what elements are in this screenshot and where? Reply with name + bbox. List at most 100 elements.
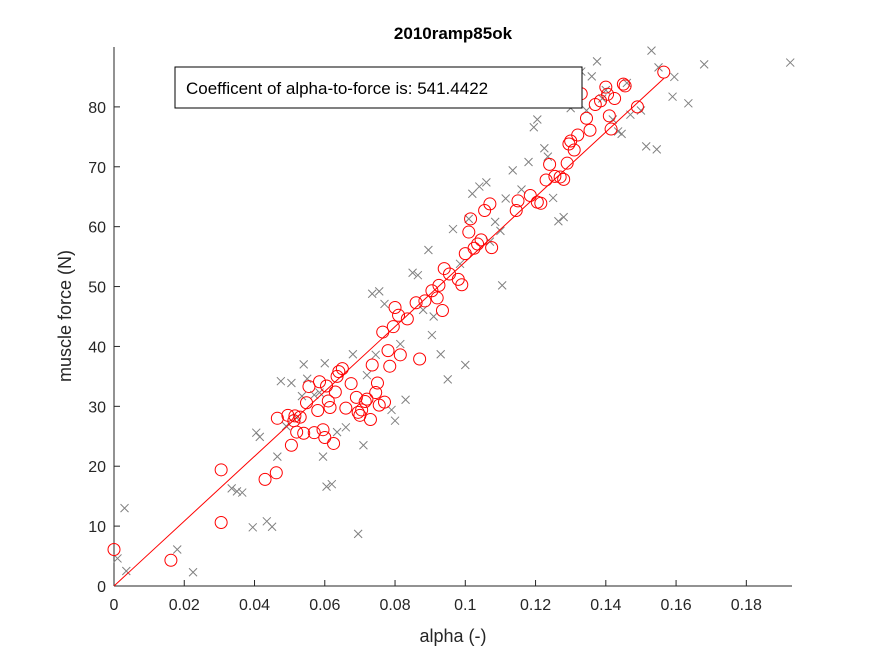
cross-point (668, 92, 677, 102)
circle-point (335, 362, 349, 376)
cross-point (371, 350, 381, 360)
circle-point (349, 390, 363, 404)
cross-point (297, 391, 307, 401)
cross-point (647, 46, 656, 55)
circle-point (548, 169, 562, 183)
circle-point (381, 344, 395, 358)
cross-point (413, 270, 423, 280)
circle-point (571, 128, 585, 142)
cross-point (464, 214, 474, 224)
y-tick-label: 60 (88, 220, 106, 237)
cross-point (443, 375, 453, 384)
cross-point (248, 522, 258, 532)
cross-point (380, 299, 389, 309)
annotation-text: Coefficent of alpha-to-force is: 541.442… (186, 79, 488, 98)
circle-point (300, 396, 314, 410)
circle-point (543, 157, 557, 171)
cross-point (318, 452, 328, 461)
cross-point (529, 122, 539, 132)
circle-point (297, 426, 311, 440)
cross-point (467, 189, 477, 199)
circle-point (583, 123, 597, 137)
y-tick-label: 30 (88, 399, 106, 416)
circle-point (360, 392, 374, 406)
y-tick-label: 0 (97, 579, 106, 596)
circle-point (418, 294, 432, 308)
cross-point (387, 405, 396, 415)
circle-point (376, 325, 390, 339)
cross-point (401, 395, 410, 405)
cross-point (490, 217, 500, 227)
circle-point (388, 301, 402, 315)
y-tick-label: 20 (88, 459, 106, 476)
circle-point (594, 94, 608, 108)
circle-point (539, 173, 553, 187)
circle-point (478, 203, 492, 217)
cross-point (501, 194, 511, 203)
cross-point (367, 289, 377, 299)
cross-point (517, 185, 526, 194)
circle-point (557, 172, 571, 186)
cross-point (559, 212, 569, 222)
cross-point (120, 503, 129, 513)
circle-point (370, 376, 384, 390)
circle-point (413, 352, 427, 366)
cross-point (322, 482, 331, 491)
circle-point (474, 233, 488, 247)
cross-point (654, 63, 663, 72)
circle-point (313, 375, 327, 389)
circle-point (369, 386, 383, 400)
cross-point (460, 360, 470, 370)
cross-point (482, 177, 491, 187)
cross-point (543, 152, 553, 161)
cross-point (548, 193, 558, 203)
circle-point (107, 542, 121, 556)
circle-point (290, 425, 304, 439)
x-tick-label: 0.06 (309, 597, 340, 614)
cross-point (341, 422, 351, 432)
circle-point (467, 241, 481, 255)
y-axis-label: muscle force (N) (55, 250, 75, 382)
x-axis-label: alpha (-) (419, 626, 486, 646)
circle-point (523, 189, 537, 203)
y-tick-label: 50 (88, 280, 106, 297)
cross-point (320, 358, 330, 368)
circle-point (511, 194, 525, 208)
circle-point (604, 122, 618, 136)
circle-point (284, 438, 298, 452)
x-ticks: 0 0.02 0.04 0.06 0.08 0.1 0.12 0.14 0.16 0.18 (110, 580, 762, 614)
circle-point (269, 466, 283, 480)
x-tick-label: 0.18 (731, 597, 762, 614)
circle-point (318, 430, 332, 444)
circle-point (258, 472, 272, 486)
circle-point (485, 241, 499, 255)
x-tick-label: 0 (110, 597, 119, 614)
circle-point (383, 359, 397, 373)
cross-point (232, 487, 242, 496)
x-tick-label: 0.16 (661, 597, 692, 614)
circle-point (616, 77, 630, 91)
circle-point (553, 170, 567, 184)
circle-point (608, 92, 622, 106)
series-circles (107, 65, 671, 567)
circle-point (409, 296, 423, 310)
circle-point (483, 197, 497, 211)
cross-point (497, 281, 507, 290)
cross-point (587, 71, 597, 81)
cross-point (652, 145, 662, 154)
cross-point (237, 488, 247, 497)
cross-point (276, 376, 286, 386)
chart-title: 2010ramp85ok (394, 24, 513, 43)
cross-point (395, 339, 405, 349)
circle-point (618, 79, 632, 93)
circle-point (355, 403, 369, 417)
cross-point (299, 360, 309, 369)
circle-point (437, 262, 451, 276)
circle-point (316, 423, 330, 437)
cross-point (448, 224, 458, 234)
circle-point (400, 312, 414, 326)
circle-point (462, 225, 476, 239)
circle-point (320, 379, 334, 393)
circle-point (363, 413, 377, 427)
cross-point (699, 60, 709, 69)
